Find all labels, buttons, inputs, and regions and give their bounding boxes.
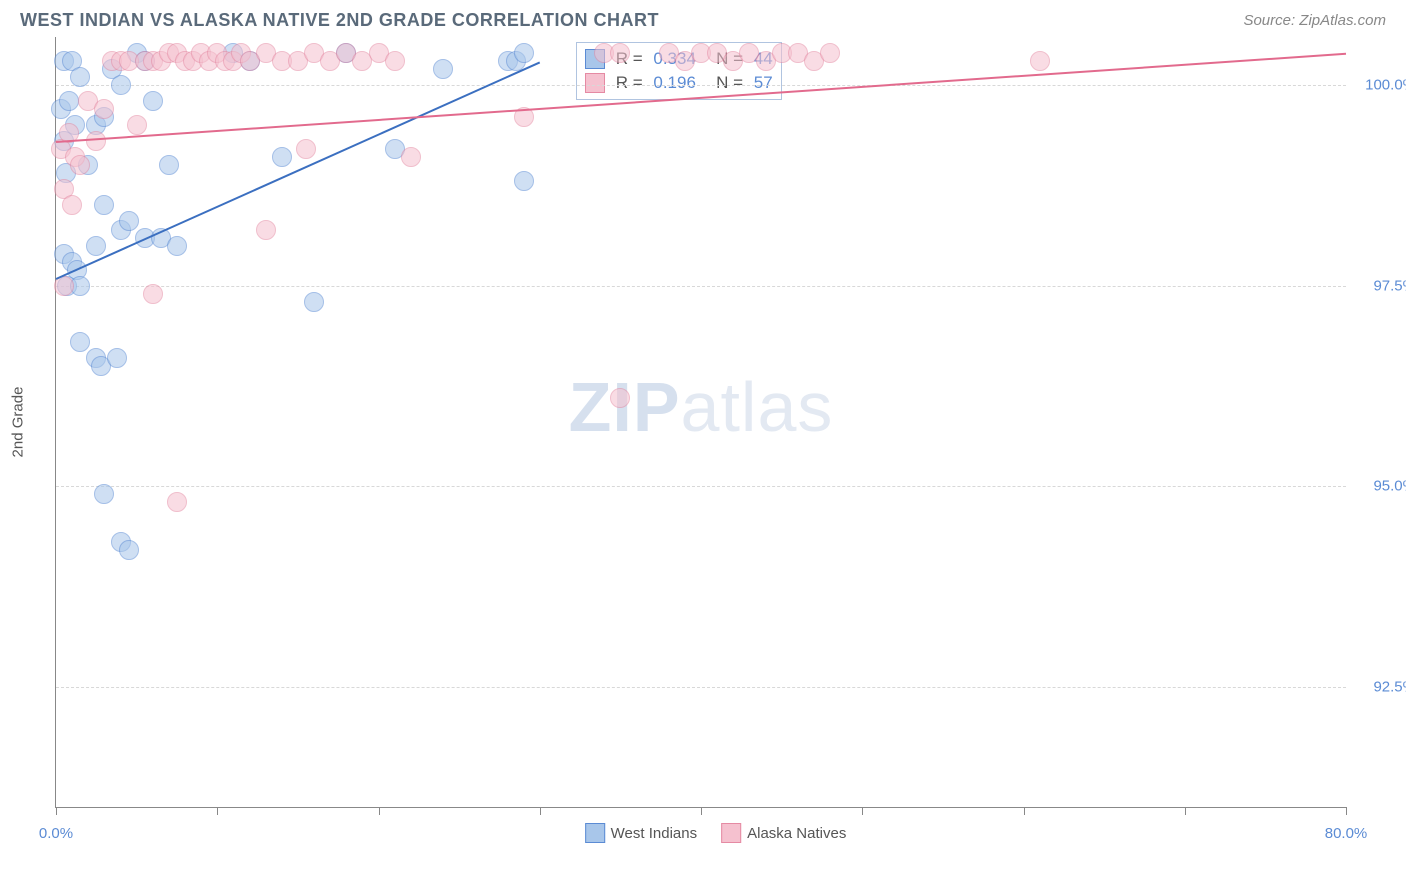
plot-area: ZIPatlas 2nd Grade R = 0.334 N = 44 R = … bbox=[55, 37, 1346, 808]
scatter-point bbox=[94, 195, 114, 215]
x-tick-label: 80.0% bbox=[1325, 825, 1368, 842]
scatter-point bbox=[610, 388, 630, 408]
scatter-point bbox=[111, 75, 131, 95]
chart-title: WEST INDIAN VS ALASKA NATIVE 2ND GRADE C… bbox=[20, 10, 659, 31]
scatter-point bbox=[59, 91, 79, 111]
scatter-point bbox=[401, 147, 421, 167]
y-axis-label: 2nd Grade bbox=[10, 387, 27, 458]
scatter-point bbox=[62, 195, 82, 215]
y-tick-label: 97.5% bbox=[1356, 277, 1406, 294]
x-tick bbox=[862, 807, 863, 815]
chart-source: Source: ZipAtlas.com bbox=[1243, 12, 1386, 29]
scatter-point bbox=[167, 492, 187, 512]
scatter-point bbox=[159, 155, 179, 175]
legend-item: West Indians bbox=[585, 823, 697, 843]
x-tick bbox=[701, 807, 702, 815]
gridline bbox=[56, 286, 1346, 287]
scatter-point bbox=[167, 236, 187, 256]
legend-swatch bbox=[721, 823, 741, 843]
legend-item: Alaska Natives bbox=[721, 823, 846, 843]
scatter-point bbox=[127, 115, 147, 135]
legend-label: West Indians bbox=[611, 825, 697, 842]
x-tick bbox=[217, 807, 218, 815]
chart-header: WEST INDIAN VS ALASKA NATIVE 2ND GRADE C… bbox=[0, 0, 1406, 37]
scatter-point bbox=[94, 99, 114, 119]
scatter-point bbox=[514, 43, 534, 63]
scatter-point bbox=[119, 540, 139, 560]
chart-legend: West Indians Alaska Natives bbox=[585, 823, 847, 843]
x-tick bbox=[1024, 807, 1025, 815]
y-tick-label: 100.0% bbox=[1356, 77, 1406, 94]
scatter-point bbox=[433, 59, 453, 79]
y-tick-label: 92.5% bbox=[1356, 678, 1406, 695]
scatter-point bbox=[514, 171, 534, 191]
stats-row: R = 0.196 N = 57 bbox=[585, 71, 773, 95]
scatter-point bbox=[70, 332, 90, 352]
watermark: ZIPatlas bbox=[569, 367, 834, 447]
scatter-point bbox=[119, 211, 139, 231]
gridline bbox=[56, 486, 1346, 487]
scatter-point bbox=[143, 91, 163, 111]
series-swatch bbox=[585, 73, 605, 93]
scatter-point bbox=[86, 236, 106, 256]
scatter-point bbox=[272, 147, 292, 167]
trend-line bbox=[56, 61, 541, 279]
x-tick bbox=[56, 807, 57, 815]
scatter-point bbox=[610, 43, 630, 63]
scatter-point bbox=[107, 348, 127, 368]
scatter-point bbox=[820, 43, 840, 63]
scatter-point bbox=[70, 67, 90, 87]
scatter-point bbox=[385, 51, 405, 71]
x-tick bbox=[540, 807, 541, 815]
scatter-point bbox=[94, 484, 114, 504]
legend-label: Alaska Natives bbox=[747, 825, 846, 842]
scatter-point bbox=[143, 284, 163, 304]
x-tick bbox=[1346, 807, 1347, 815]
x-tick bbox=[1185, 807, 1186, 815]
y-tick-label: 95.0% bbox=[1356, 478, 1406, 495]
gridline bbox=[56, 687, 1346, 688]
x-tick bbox=[379, 807, 380, 815]
scatter-point bbox=[296, 139, 316, 159]
chart-container: ZIPatlas 2nd Grade R = 0.334 N = 44 R = … bbox=[55, 37, 1376, 808]
legend-swatch bbox=[585, 823, 605, 843]
scatter-point bbox=[1030, 51, 1050, 71]
scatter-point bbox=[304, 292, 324, 312]
scatter-point bbox=[86, 131, 106, 151]
scatter-point bbox=[70, 155, 90, 175]
x-tick-label: 0.0% bbox=[39, 825, 73, 842]
gridline bbox=[56, 85, 1346, 86]
scatter-point bbox=[256, 220, 276, 240]
